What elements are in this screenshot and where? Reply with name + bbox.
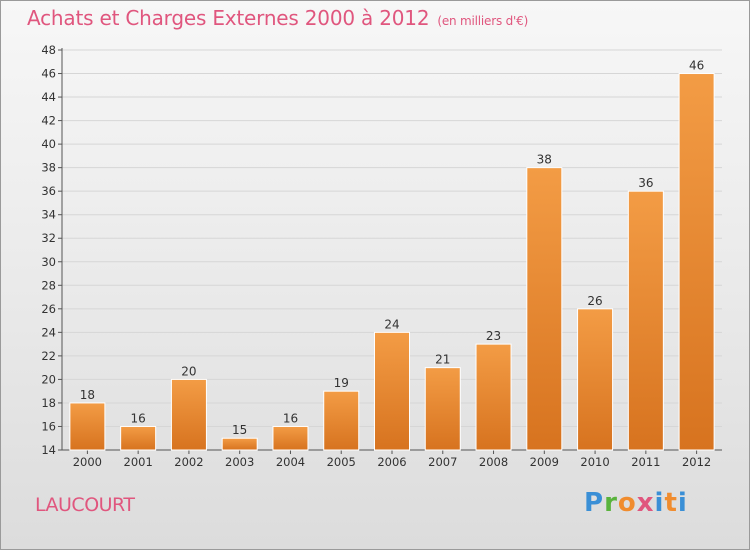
- bar-2002: [170, 378, 207, 451]
- bars: [69, 73, 715, 451]
- bar-2009: [526, 167, 563, 451]
- x-tick-label: 2012: [682, 455, 711, 469]
- commune-name: LAUCOURT: [35, 494, 135, 516]
- x-tick-label: 2010: [580, 455, 609, 469]
- x-tick-label: 2000: [73, 455, 102, 469]
- y-tick-label: 40: [41, 137, 56, 151]
- y-tick-label: 24: [41, 325, 56, 339]
- y-tick-label: 36: [41, 184, 56, 198]
- data-label: 26: [587, 294, 602, 308]
- data-label: 20: [181, 364, 196, 378]
- y-tick-label: 48: [41, 43, 56, 57]
- x-tick-label: 2001: [124, 455, 153, 469]
- data-label: 23: [486, 329, 501, 343]
- x-tick-label: 2008: [479, 455, 508, 469]
- x-tick-label: 2011: [631, 455, 660, 469]
- logo-letter: P: [584, 488, 605, 518]
- y-tick-label: 20: [41, 372, 56, 386]
- data-label: 18: [80, 388, 95, 402]
- data-label: 15: [232, 423, 247, 437]
- x-tick-label: 2006: [377, 455, 406, 469]
- bar-2010: [577, 308, 614, 451]
- logo-letter: r: [604, 488, 618, 518]
- y-tick-label: 38: [41, 161, 56, 175]
- y-tick-label: 14: [41, 443, 56, 457]
- y-tick-label: 18: [41, 396, 56, 410]
- title-text: Achats et Charges Externes 2000 à 2012: [27, 6, 430, 30]
- data-label: 38: [537, 153, 552, 167]
- labels: 14 16 18 20 22 24 26 28 30 32 34 36 38 40 42 44 46 48 18 20…: [41, 43, 711, 469]
- bar-2011: [627, 190, 664, 451]
- y-tick-label: 34: [41, 208, 56, 222]
- logo-letter: x: [636, 488, 655, 518]
- y-tick-label: 42: [41, 114, 56, 128]
- bar-2004: [272, 425, 309, 451]
- data-label: 19: [334, 376, 349, 390]
- y-tick-label: 28: [41, 278, 56, 292]
- y-tick-label: 26: [41, 302, 56, 316]
- logo-letter: t: [664, 488, 678, 518]
- chart-title: Achats et Charges Externes 2000 à 2012 (e…: [27, 6, 528, 30]
- data-label: 16: [283, 411, 298, 425]
- x-tick-label: 2002: [174, 455, 203, 469]
- x-tick-label: 2005: [327, 455, 356, 469]
- bar-2005: [323, 390, 360, 451]
- x-tick-label: 2009: [530, 455, 559, 469]
- data-label: 46: [689, 59, 704, 73]
- y-tick-label: 46: [41, 67, 56, 81]
- x-tick-label: 2003: [225, 455, 254, 469]
- bar-2001: [120, 425, 157, 451]
- y-tick-label: 32: [41, 231, 56, 245]
- bar-2000: [69, 402, 106, 451]
- data-label: 16: [131, 411, 146, 425]
- x-tick-label: 2004: [276, 455, 305, 469]
- y-tick-label: 22: [41, 349, 56, 363]
- logo-letter: o: [617, 488, 637, 518]
- data-label: 21: [435, 353, 450, 367]
- proxiti-logo[interactable]: Proxiti: [584, 488, 688, 518]
- data-label: 24: [384, 317, 399, 331]
- logo-letter: i: [677, 488, 688, 518]
- chart-subtitle: (en milliers d'€): [437, 14, 529, 28]
- data-label: 36: [638, 176, 653, 190]
- bar-2008: [475, 343, 512, 451]
- bar-2003: [221, 437, 258, 451]
- logo-letter: i: [654, 488, 665, 518]
- bar-2006: [374, 331, 410, 451]
- y-tick-label: 44: [41, 90, 56, 104]
- bar-2012: [678, 73, 715, 451]
- x-tick-label: 2007: [428, 455, 457, 469]
- y-tick-label: 16: [41, 419, 56, 433]
- y-tick-label: 30: [41, 255, 56, 269]
- bar-2007: [424, 367, 461, 451]
